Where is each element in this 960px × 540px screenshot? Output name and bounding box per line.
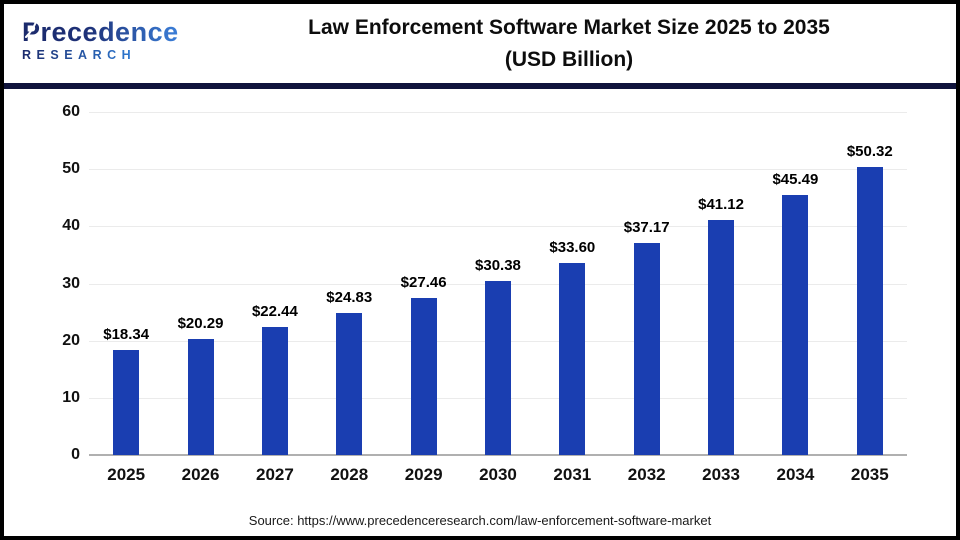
bar-2027 [261,326,288,455]
x-tick-2028: 2028 [330,465,369,484]
bar-chart: 0 10 20 30 40 50 60 $18.34 $20.29 $22.44 $24.83 $2… [4,89,956,536]
bar-value-label-2027: $22.44 [251,302,298,320]
bar-value-label-2025: $18.34 [103,326,150,344]
gridline-60 [89,112,907,113]
x-tick-2029: 2029 [404,465,443,484]
header-divider [4,83,956,89]
x-axis-labels: 2025 2026 2027 2028 2029 2030 2031 2032 2033 2034… [89,465,907,485]
bar-value-label-2034: $45.49 [772,170,819,188]
bar-slot-2032: $37.17 [610,112,684,455]
bar-value-label-2030: $30.38 [475,257,521,275]
bar-slot-2027: $22.44 [238,112,312,455]
bar-2035 [856,167,883,455]
x-tick-2030: 2030 [479,465,517,484]
bar-slot-2035: $50.32 [833,112,907,455]
x-tick-2031: 2031 [553,465,592,484]
x-tick-2033: 2033 [702,465,740,484]
bar-slot-2025: $18.34 [89,112,163,455]
plot-area: $18.34 $20.29 $22.44 $24.83 $27.46 $30.38 $33.… [89,112,907,456]
chart-title-line1: Law Enforcement Software Market Size 202… [308,16,830,39]
bar-2032 [633,242,660,455]
bar-value-label-2032: $37.17 [623,218,670,236]
y-tick-20: 20 [62,331,80,349]
bar-slot-2026: $20.29 [163,112,237,455]
bar-slot-2034: $45.49 [758,112,832,455]
source-text: Source: https://www.precedenceresearch.c… [248,513,712,528]
chart-title: Law Enforcement Software Market Size 202… [182,4,956,83]
bar-slot-2030: $30.38 [461,112,535,455]
y-tick-0: 0 [71,446,80,463]
y-tick-10: 10 [62,388,80,406]
bar-slot-2028: $24.83 [312,112,386,455]
header: Precedence RESEARCH Law Enforcement Soft… [4,4,956,83]
bar-value-label-2029: $27.46 [400,274,447,292]
logo-name-text: Precedence [22,17,179,47]
bar-value-label-2035: $50.32 [846,143,893,161]
x-axis-baseline [89,454,907,456]
y-axis-labels: 0 10 20 30 40 50 60 [4,103,80,463]
bar-value-label-2026: $20.29 [177,315,224,333]
precedence-logo: Precedence RESEARCH [4,4,182,83]
chart-title-line2: (USD Billion) [504,48,634,71]
bar-slot-2029: $27.46 [386,112,460,455]
y-tick-60: 60 [62,103,80,120]
bar-slots: $18.34 $20.29 $22.44 $24.83 $27.46 $30.38 $33.… [89,112,907,455]
bar-2034 [782,194,809,455]
y-tick-30: 30 [62,274,80,292]
logo-sub-text: RESEARCH [22,48,137,63]
gridline-40 [89,226,907,228]
x-tick-2034: 2034 [776,465,815,484]
bar-value-label-2028: $24.83 [326,289,373,307]
bar-value-label-2031: $33.60 [549,238,596,256]
x-tick-2026: 2026 [181,465,220,484]
x-tick-2027: 2027 [255,465,294,484]
bar-2030 [484,281,511,455]
bar-2031 [559,262,586,455]
bar-2025 [113,350,140,455]
y-tick-50: 50 [62,160,80,178]
x-tick-2025: 2025 [107,465,146,484]
bar-value-label-2033: $41.12 [698,195,744,213]
bar-slot-2033: $41.12 [684,112,758,455]
bar-slot-2031: $33.60 [535,112,609,455]
x-tick-2032: 2032 [627,465,666,484]
gridline-50 [89,169,907,171]
y-tick-40: 40 [62,217,80,235]
bar-2026 [187,339,214,455]
bar-2033 [708,219,735,455]
bar-2028 [336,313,363,455]
x-tick-2035: 2035 [850,465,889,484]
bar-2029 [410,298,437,455]
